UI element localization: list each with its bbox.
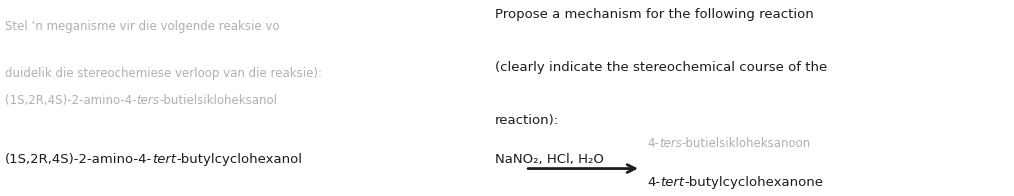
Text: (1S,2R,4S)-2-amino-4-: (1S,2R,4S)-2-amino-4-	[5, 153, 152, 166]
Text: (1S,2R,4S)-2-amino-4-: (1S,2R,4S)-2-amino-4-	[5, 94, 137, 107]
Text: tert: tert	[660, 176, 684, 189]
Text: -butielsikloheksanol: -butielsikloheksanol	[159, 94, 278, 107]
Text: tert: tert	[152, 153, 176, 166]
Text: NaNO₂, HCl, H₂O: NaNO₂, HCl, H₂O	[495, 153, 603, 166]
Text: -butylcyclohexanone: -butylcyclohexanone	[684, 176, 823, 189]
Text: 4-: 4-	[647, 176, 660, 189]
Text: ters: ters	[659, 137, 681, 150]
Text: 4-: 4-	[647, 137, 659, 150]
Text: Propose a mechanism for the following reaction: Propose a mechanism for the following re…	[495, 8, 813, 21]
Text: (clearly indicate the stereochemical course of the: (clearly indicate the stereochemical cou…	[495, 61, 827, 74]
Text: -butylcyclohexanol: -butylcyclohexanol	[176, 153, 302, 166]
Text: Stel ’n meganisme vir die volgende reaksie vo: Stel ’n meganisme vir die volgende reaks…	[5, 20, 280, 33]
Text: ters: ters	[137, 94, 159, 107]
Text: reaction):: reaction):	[495, 114, 559, 127]
Text: duidelik die stereochemiese verloop van die reaksie):: duidelik die stereochemiese verloop van …	[5, 67, 322, 80]
Text: -butielsikloheksanoon: -butielsikloheksanoon	[681, 137, 811, 150]
